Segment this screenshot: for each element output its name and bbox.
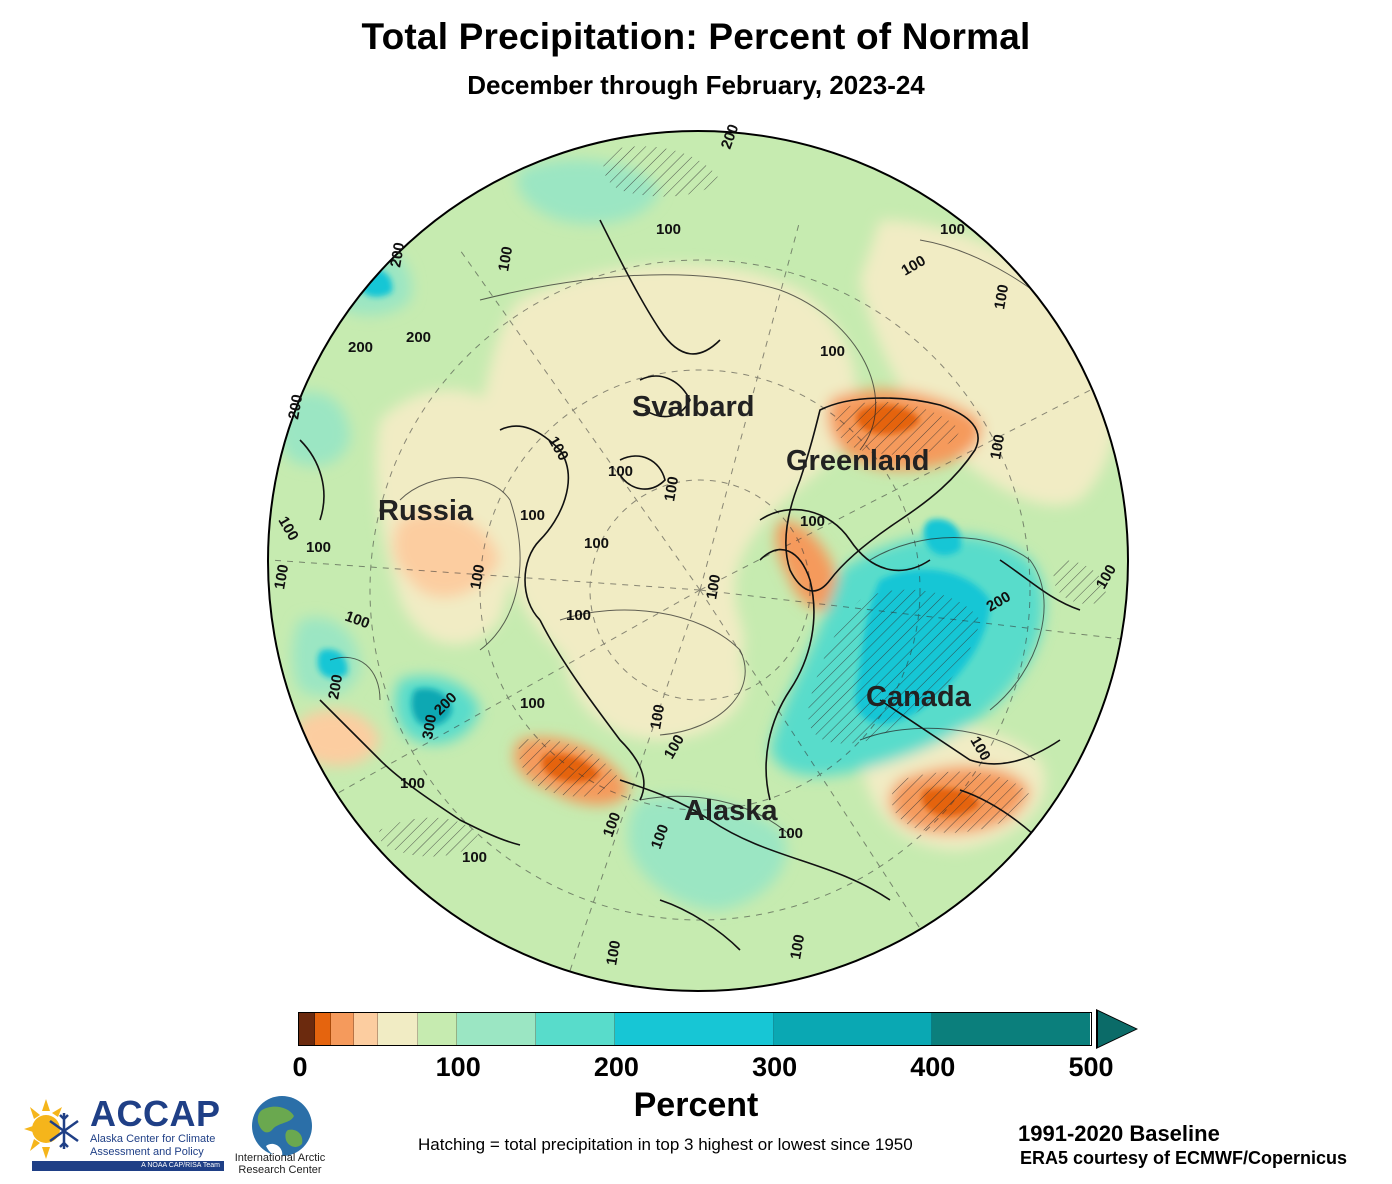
contour-label: 100 — [820, 343, 845, 360]
contour-label: 100 — [462, 849, 487, 866]
contour-label: 100 — [566, 607, 591, 624]
globe-icon — [252, 1096, 312, 1157]
orange-region-baffin — [775, 520, 840, 611]
teal-region-alaska — [628, 796, 787, 910]
contour-label: 300 — [419, 713, 440, 741]
accap-line2: Assessment and Policy — [90, 1146, 204, 1158]
colorbar-tick-label: 0 — [292, 1052, 308, 1082]
colorbar-segment — [417, 1013, 458, 1045]
contour-label: 100 — [608, 463, 633, 480]
region-label-russia: Russia — [378, 495, 474, 527]
contour-label: 100 — [495, 245, 516, 273]
colorbar-tick-label: 400 — [910, 1052, 956, 1082]
colorbar-segment — [773, 1013, 932, 1045]
contour-label: 100 — [647, 703, 668, 731]
colorbar-tick-label: 500 — [1068, 1052, 1114, 1082]
pale-region-arctic-ocean — [478, 264, 857, 693]
contour-label: 100 — [603, 939, 624, 967]
colorbar-segment — [931, 1013, 1090, 1045]
contour-label: 100 — [271, 563, 292, 591]
deep-teal-east-siberia — [411, 688, 452, 726]
chart-subtitle: December through February, 2023-24 — [467, 70, 925, 100]
colorbar-tick-label: 300 — [752, 1052, 798, 1082]
contour-label: 100 — [800, 513, 825, 530]
contour-label: 100 — [584, 535, 609, 552]
colorbar-segment — [314, 1013, 331, 1045]
polar-precipitation-map: 100 100 100 100 100 100 100 100 100 100 … — [267, 122, 1129, 992]
hatching-note: Hatching = total precipitation in top 3 … — [418, 1135, 913, 1154]
contour-label: 100 — [520, 507, 545, 524]
contour-label: 100 — [703, 573, 724, 601]
colorbar-segment — [354, 1013, 379, 1045]
region-label-svalbard: Svalbard — [632, 391, 755, 423]
accap-line1: Alaska Center for Climate — [90, 1133, 216, 1145]
deep-teal-pacific — [317, 649, 348, 679]
contour-label: 200 — [325, 673, 346, 701]
contour-label: 100 — [520, 695, 545, 712]
iarc-name: International Arctic Research Center — [234, 1152, 326, 1176]
orange-region-kamchatka — [293, 709, 380, 766]
colorbar-segment — [299, 1013, 315, 1045]
contour-label: 200 — [285, 393, 306, 421]
chart-title: Total Precipitation: Percent of Normal — [361, 16, 1031, 57]
contour-label: 100 — [991, 283, 1012, 311]
contour-label: 100 — [400, 775, 425, 792]
contour-label: 100 — [940, 221, 965, 238]
contour-label: 200 — [406, 329, 431, 346]
graticule — [269, 219, 1128, 991]
cyan-region-labrador — [923, 519, 961, 556]
orange-region-north-russia — [393, 512, 500, 598]
contour-label: 100 — [306, 539, 331, 556]
map-frame — [267, 130, 1129, 992]
region-label-alaska: Alaska — [684, 795, 778, 827]
colorbar-tick-label: 200 — [593, 1052, 639, 1082]
baseline-note: 1991-2020 Baseline — [1018, 1121, 1220, 1146]
colorbar-tick-label: 100 — [435, 1052, 481, 1082]
hatching-overlay — [378, 146, 1106, 857]
pale-region-siberia — [560, 612, 746, 740]
accap-logo: ACCAP Alaska Center for Climate Assessme… — [18, 1093, 228, 1173]
colorbar-extend-arrow — [1098, 1011, 1136, 1047]
contour-label: 100 — [656, 221, 681, 238]
contour-label: 100 — [778, 825, 803, 842]
sun-snowflake-icon — [24, 1099, 79, 1159]
colorbar-segment — [615, 1013, 774, 1045]
colorbar-segment — [536, 1013, 616, 1045]
contour-label: 100 — [787, 933, 808, 961]
region-label-canada: Canada — [866, 681, 972, 713]
contour-label: 200 — [348, 339, 373, 356]
contour-label: 100 — [467, 563, 488, 591]
colorbar-unit-label: Percent — [633, 1086, 759, 1124]
colorbar-segment — [378, 1013, 418, 1045]
contour-label: 100 — [987, 433, 1008, 461]
region-label-greenland: Greenland — [786, 445, 929, 477]
colorbar-segment — [457, 1013, 537, 1045]
accap-tagline: A NOAA CAP/RISA Team — [32, 1161, 224, 1171]
contour-label: 200 — [387, 241, 408, 269]
contour-label: 100 — [661, 475, 682, 503]
colorbar-segment — [330, 1013, 355, 1045]
data-credit: ERA5 courtesy of ECMWF/Copernicus — [1020, 1148, 1348, 1168]
accap-wordmark: ACCAP — [90, 1093, 221, 1134]
colorbar — [298, 1012, 1092, 1046]
coastlines — [299, 219, 1081, 951]
